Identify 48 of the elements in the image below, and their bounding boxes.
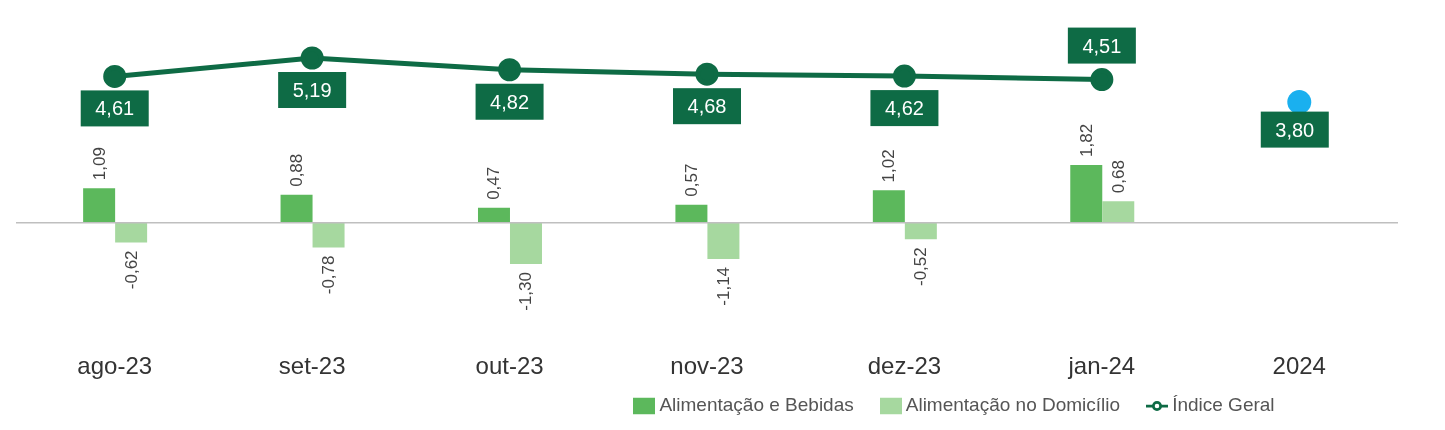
bar [312, 222, 345, 248]
bar [115, 222, 148, 243]
point [695, 62, 719, 86]
legend-label: Alimentação no Domicílio [905, 394, 1121, 416]
x-tick-label: dez-23 [867, 352, 942, 380]
data-label: 4,68 [687, 95, 727, 118]
x-tick-label: jan-24 [1067, 352, 1136, 380]
bar [83, 188, 116, 223]
data-label: 4,62 [884, 97, 924, 120]
bar [477, 207, 510, 223]
data-label: 5,19 [292, 79, 332, 101]
point [300, 46, 324, 70]
data-label: -1,30 [516, 272, 536, 311]
data-label: 4,82 [490, 90, 530, 113]
bar [509, 222, 542, 265]
data-label: 4,61 [95, 97, 135, 120]
data-label: -0,52 [911, 247, 931, 287]
point [498, 58, 522, 82]
x-tick-label: set-23 [278, 352, 346, 380]
bar [1102, 201, 1135, 223]
point [1090, 68, 1114, 92]
bar [675, 204, 708, 223]
data-label: 1,02 [879, 149, 899, 183]
data-label: 0,57 [681, 163, 701, 197]
bar [707, 222, 740, 259]
bar [904, 222, 937, 240]
point [103, 64, 127, 88]
x-tick-label: nov-23 [670, 352, 744, 380]
bar [280, 194, 313, 223]
point [892, 64, 916, 88]
legend-label: Alimentação e Bebidas [659, 394, 854, 416]
data-label: -0,78 [319, 255, 339, 295]
x-tick-label: 2024 [1272, 352, 1326, 380]
x-tick-label: out-23 [475, 352, 544, 380]
legend-label: Índice Geral [1172, 394, 1275, 416]
data-label: 0,68 [1108, 160, 1128, 194]
data-label: 1,82 [1076, 123, 1096, 157]
data-label: -0,62 [121, 250, 141, 290]
data-label: 0,47 [484, 166, 504, 200]
point [1287, 90, 1312, 115]
bar [872, 190, 905, 223]
data-label: -1,14 [713, 266, 733, 306]
x-tick-label: ago-23 [77, 352, 153, 380]
bar [1070, 164, 1103, 223]
data-label: 3,80 [1275, 118, 1315, 141]
data-label: 1,09 [89, 147, 109, 181]
data-label: 0,88 [287, 153, 307, 187]
data-label: 4,51 [1082, 34, 1122, 57]
